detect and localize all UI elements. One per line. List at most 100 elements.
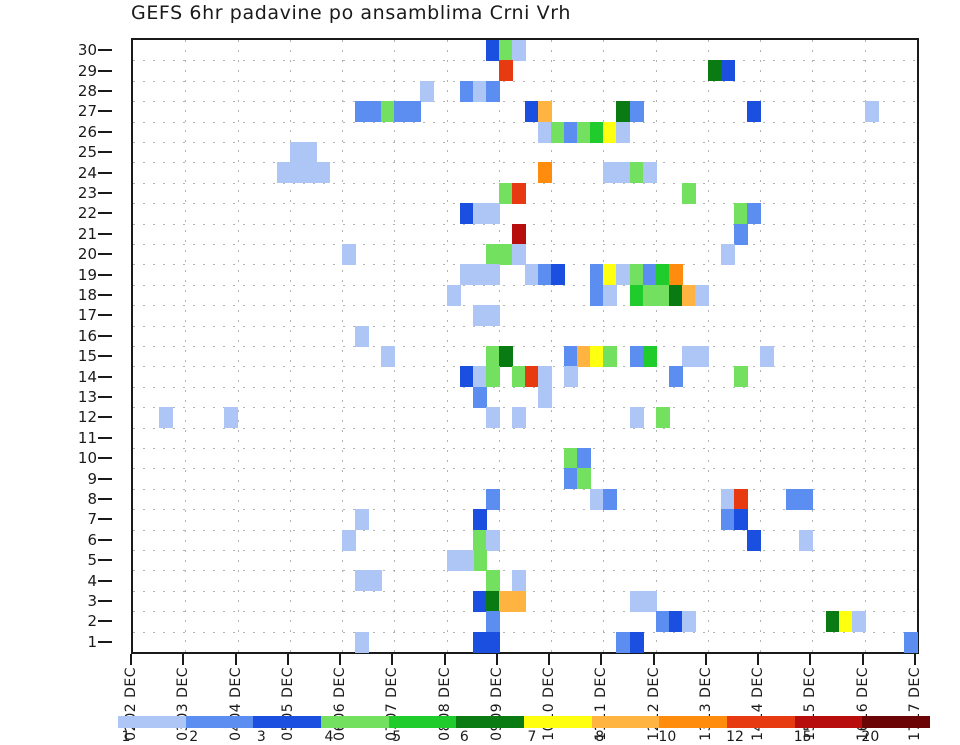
y-tick-label: 15 (77, 347, 97, 366)
heatmap-cell (694, 346, 709, 367)
y-tick-mark (98, 334, 112, 337)
heatmap-cell (302, 162, 317, 184)
y-tick-mark (98, 396, 112, 398)
colorbar-segment (253, 716, 322, 728)
heatmap-cell (655, 611, 670, 633)
heatmap-cell (485, 40, 500, 61)
heatmap-cell (289, 162, 304, 184)
x-tick-mark (182, 654, 185, 665)
heatmap-cell (616, 162, 631, 184)
colorbar-segment (862, 716, 931, 728)
heatmap-cell (511, 570, 526, 592)
heatmap-cell (511, 590, 526, 612)
heatmap-cell (485, 264, 500, 286)
x-tick-label: 08 DEC (436, 667, 453, 722)
heatmap-cell (734, 203, 749, 225)
heatmap-cell (642, 346, 657, 367)
colorbar-segment (185, 716, 254, 728)
heatmap-cell (551, 264, 566, 286)
heatmap-cell (655, 264, 670, 286)
heatmap-cell (511, 40, 526, 61)
y-tick-label: 18 (77, 286, 97, 304)
y-tick-mark (98, 620, 112, 623)
y-tick-label: 23 (77, 184, 97, 202)
heatmap-cell (577, 121, 592, 143)
colorbar-segment (321, 716, 389, 728)
y-tick-mark (98, 436, 112, 439)
heatmap-cell (159, 407, 174, 429)
y-tick-label: 5 (87, 551, 97, 570)
y-tick-label: 16 (77, 326, 97, 345)
x-tick-mark (495, 654, 498, 665)
heatmap-cell (538, 264, 553, 286)
heatmap-cell (472, 80, 487, 102)
y-tick-mark (98, 90, 112, 92)
heatmap-cell (577, 468, 592, 490)
heatmap-cell (498, 60, 513, 82)
y-tick-label: 27 (77, 102, 97, 121)
heatmap-cell (485, 305, 500, 327)
colorbar-segment (456, 716, 525, 728)
heatmap-cell (577, 346, 592, 367)
y-tick-mark (98, 579, 112, 582)
y-tick-label: 17 (77, 306, 97, 325)
heatmap-cell (485, 488, 500, 510)
heatmap-cell (538, 101, 553, 123)
heatmap-cell (799, 488, 814, 510)
y-tick-mark (98, 212, 112, 215)
y-tick-mark (98, 518, 112, 521)
heatmap-cells (133, 40, 918, 653)
x-tick-label: 07 DEC (384, 667, 401, 722)
heatmap-cell (786, 488, 801, 510)
y-axis: 1 2 3 4 5 6 7 8 9 10 11 12 13 14 15 16 17 18 19 20 21 22 23 24 2… (0, 38, 131, 654)
page-title: GEFS 6hr padavine po ansamblima Crni Vrh (131, 2, 571, 24)
colorbar-tick-label: 6 (459, 729, 469, 745)
x-tick-label: 04 DEC (227, 667, 244, 722)
heatmap-cell (668, 366, 683, 388)
heatmap-cell (302, 142, 317, 163)
heatmap-cell (342, 529, 357, 551)
heatmap-cell (760, 346, 775, 367)
colorbar-segment (524, 716, 592, 728)
y-tick-label: 30 (77, 41, 97, 60)
heatmap-cell (564, 346, 579, 367)
heatmap-cell (289, 142, 304, 163)
heatmap-cell (407, 101, 422, 123)
x-tick-label: 06 DEC (332, 667, 349, 722)
heatmap-cell (485, 244, 500, 265)
y-tick-mark (98, 559, 112, 562)
y-tick-label: 3 (87, 592, 97, 610)
x-tick-mark (130, 654, 132, 665)
y-tick-label: 11 (77, 428, 97, 447)
heatmap-cell (616, 101, 631, 123)
y-tick-label: 8 (87, 490, 97, 508)
heatmap-cell (629, 346, 644, 367)
heatmap-cell (577, 448, 592, 469)
heatmap-cell (420, 80, 435, 102)
heatmap-cell (498, 346, 513, 367)
colorbar-tick-label: 12 (726, 729, 744, 745)
heatmap-cell (472, 305, 487, 327)
heatmap-cell (446, 550, 461, 571)
heatmap-cell (603, 488, 618, 510)
y-tick-mark (98, 477, 112, 480)
colorbar-legend: 1 2 3 4 5 6 7 8 10 12 15 20 (118, 716, 931, 745)
heatmap-cell (734, 223, 749, 245)
heatmap-cell (681, 284, 696, 306)
heatmap-cell (538, 366, 553, 388)
heatmap-cell (472, 550, 487, 571)
heatmap-cell (721, 60, 735, 82)
heatmap-cell (315, 162, 330, 184)
heatmap-cell (629, 162, 644, 184)
heatmap-cell (721, 488, 735, 510)
heatmap-cell (564, 448, 579, 469)
y-tick-mark (98, 253, 112, 256)
y-tick-label: 26 (77, 122, 97, 141)
y-tick-label: 28 (77, 82, 97, 100)
y-tick-label: 13 (77, 388, 97, 406)
heatmap-cell (668, 264, 683, 286)
x-tick-label: 14 DEC (750, 667, 767, 722)
heatmap-cell (538, 162, 553, 184)
x-tick-mark (861, 654, 864, 665)
heatmap-cell (472, 366, 487, 388)
